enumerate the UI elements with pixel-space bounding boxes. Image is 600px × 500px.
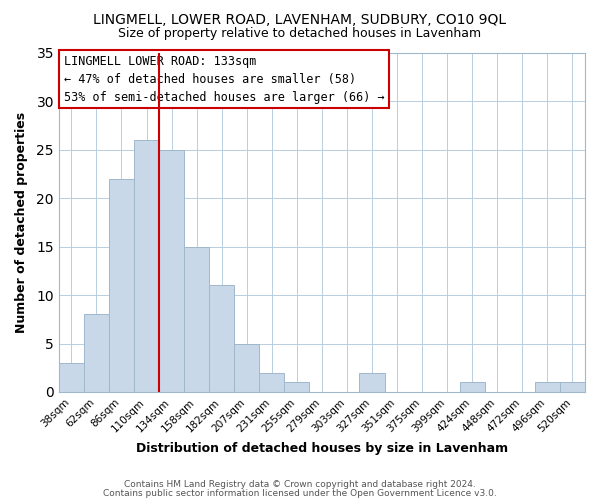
Y-axis label: Number of detached properties: Number of detached properties [15,112,28,333]
Bar [234,344,259,392]
Bar [560,382,585,392]
Text: Contains public sector information licensed under the Open Government Licence v3: Contains public sector information licen… [103,488,497,498]
Bar [359,372,385,392]
X-axis label: Distribution of detached houses by size in Lavenham: Distribution of detached houses by size … [136,442,508,455]
Bar [460,382,485,392]
Text: Contains HM Land Registry data © Crown copyright and database right 2024.: Contains HM Land Registry data © Crown c… [124,480,476,489]
Bar [134,140,159,392]
Bar [59,363,84,392]
Bar [209,286,234,392]
Bar [284,382,310,392]
Bar [535,382,560,392]
Bar [84,314,109,392]
Bar [259,372,284,392]
Text: LINGMELL LOWER ROAD: 133sqm
← 47% of detached houses are smaller (58)
53% of sem: LINGMELL LOWER ROAD: 133sqm ← 47% of det… [64,54,385,104]
Bar [109,179,134,392]
Bar [159,150,184,392]
Text: LINGMELL, LOWER ROAD, LAVENHAM, SUDBURY, CO10 9QL: LINGMELL, LOWER ROAD, LAVENHAM, SUDBURY,… [94,12,506,26]
Bar [184,246,209,392]
Text: Size of property relative to detached houses in Lavenham: Size of property relative to detached ho… [118,28,482,40]
